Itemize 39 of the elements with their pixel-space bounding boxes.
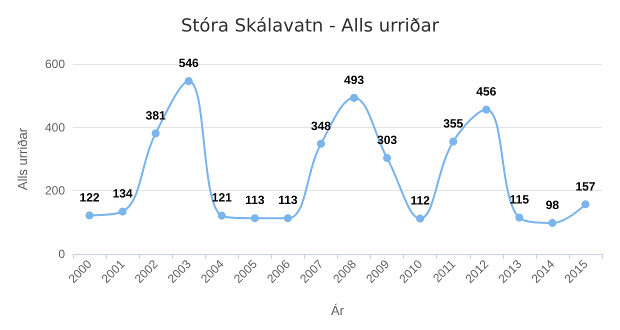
chart-title: Stóra Skálavatn - Alls urriðar	[180, 16, 440, 36]
point	[548, 218, 556, 227]
y-tick-label: 200	[44, 184, 66, 198]
data-label: 134	[112, 186, 133, 201]
data-label: 348	[310, 118, 332, 133]
data-label: 112	[410, 194, 430, 208]
data-label: 115	[510, 192, 530, 207]
y-tick-label: 400	[44, 120, 66, 134]
point	[152, 129, 160, 138]
x-axis-title: Ár	[331, 303, 345, 318]
point	[449, 138, 458, 146]
point	[482, 106, 490, 114]
data-label: 546	[178, 56, 200, 70]
point	[515, 214, 524, 222]
point	[383, 154, 392, 162]
data-label: 113	[278, 193, 298, 208]
point	[416, 214, 424, 223]
data-label: 381	[146, 108, 166, 122]
point	[86, 211, 94, 220]
data-label: 113	[245, 193, 265, 208]
data-label: 303	[377, 133, 398, 148]
data-label: 355	[443, 116, 464, 131]
data-label: 122	[80, 190, 100, 204]
point	[284, 214, 292, 222]
y-tick-label: 0	[58, 247, 66, 261]
data-label: 157	[575, 179, 596, 194]
data-label: 493	[344, 72, 364, 87]
point	[350, 94, 358, 102]
point	[218, 212, 226, 220]
point	[250, 214, 259, 222]
y-axis-title: Alls urriðar	[15, 127, 30, 190]
y-tick-label: 600	[44, 57, 66, 71]
point	[184, 77, 193, 86]
data-label: 456	[476, 84, 497, 99]
point	[316, 140, 325, 148]
point	[581, 200, 590, 208]
data-label: 98	[546, 198, 560, 212]
point	[118, 208, 127, 216]
data-label: 121	[212, 190, 232, 205]
